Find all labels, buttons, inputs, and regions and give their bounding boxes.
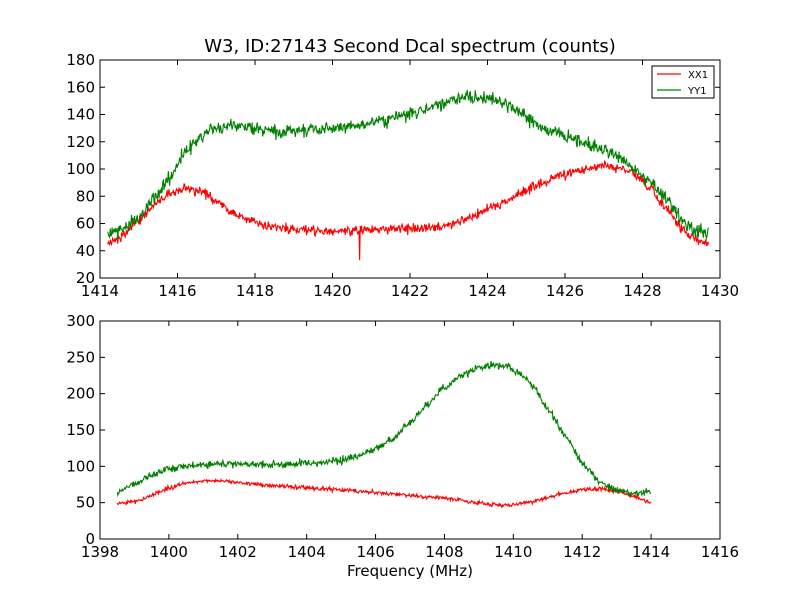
y-tick-label: 40	[76, 242, 95, 260]
y-tick-label: 300	[66, 312, 95, 330]
y-tick-label: 200	[66, 385, 95, 403]
chart-title: W3, ID:27143 Second Dcal spectrum (count…	[204, 36, 616, 57]
legend-box	[651, 65, 715, 99]
x-tick-label: 1400	[150, 543, 188, 561]
bottom-axis-ticks: 1398 1400 1402 1404 1406 1408 1410 1412 1414 1416…	[66, 312, 739, 561]
y-tick-label: 80	[76, 187, 95, 205]
series-line-yy1-panel-1	[107, 89, 709, 241]
y-tick-label: 100	[66, 457, 95, 475]
x-tick-label: 1408	[425, 543, 463, 561]
x-tick-label: 1412	[563, 543, 601, 561]
y-tick-label: 180	[66, 51, 95, 69]
top-spectrum-panel: 1414 1416 1418 1420 1422 1424 1426 1428 1430 20 40…	[66, 51, 739, 300]
x-tick-label: 1424	[468, 282, 506, 300]
y-tick-label: 50	[76, 494, 95, 512]
x-tick-label: 1416	[701, 543, 739, 561]
top-plot-area	[107, 89, 709, 261]
x-tick-label: 1410	[494, 543, 532, 561]
top-axis-ticks: 1414 1416 1418 1420 1422 1424 1426 1428 1430 20 40…	[66, 51, 739, 300]
y-tick-label: 100	[66, 160, 95, 178]
series-line-yy1-panel-2	[116, 360, 652, 498]
x-tick-label: 1428	[623, 282, 661, 300]
x-tick-label: 1420	[313, 282, 351, 300]
y-tick-label: 60	[76, 215, 95, 233]
x-tick-label: 1430	[701, 282, 739, 300]
y-tick-label: 160	[66, 78, 95, 96]
bottom-plot-area	[116, 360, 652, 509]
x-tick-label: 1398	[81, 543, 119, 561]
x-tick-label: 1402	[219, 543, 257, 561]
x-axis-label: Frequency (MHz)	[347, 562, 473, 580]
legend: XX1 YY1	[651, 65, 715, 99]
y-tick-label: 150	[66, 421, 95, 439]
x-tick-label: 1416	[158, 282, 196, 300]
legend-label-yy1: YY1	[687, 86, 707, 97]
y-tick-label: 140	[66, 106, 95, 124]
series-line-xx1-panel-1	[107, 159, 709, 261]
x-tick-label: 1414	[632, 543, 670, 561]
x-tick-label: 1422	[391, 282, 429, 300]
x-tick-label: 1414	[81, 282, 119, 300]
y-tick-label: 120	[66, 133, 95, 151]
bottom-spectrum-panel: 1398 1400 1402 1404 1406 1408 1410 1412 1414 1416…	[66, 312, 739, 561]
x-tick-label: 1426	[546, 282, 584, 300]
y-tick-label: 20	[76, 269, 95, 287]
x-tick-label: 1418	[236, 282, 274, 300]
series-line-xx1-panel-2	[116, 477, 652, 509]
x-tick-label: 1404	[288, 543, 326, 561]
y-tick-label: 0	[85, 530, 95, 548]
y-tick-label: 250	[66, 348, 95, 366]
x-tick-label: 1406	[356, 543, 394, 561]
legend-label-xx1: XX1	[688, 70, 708, 81]
